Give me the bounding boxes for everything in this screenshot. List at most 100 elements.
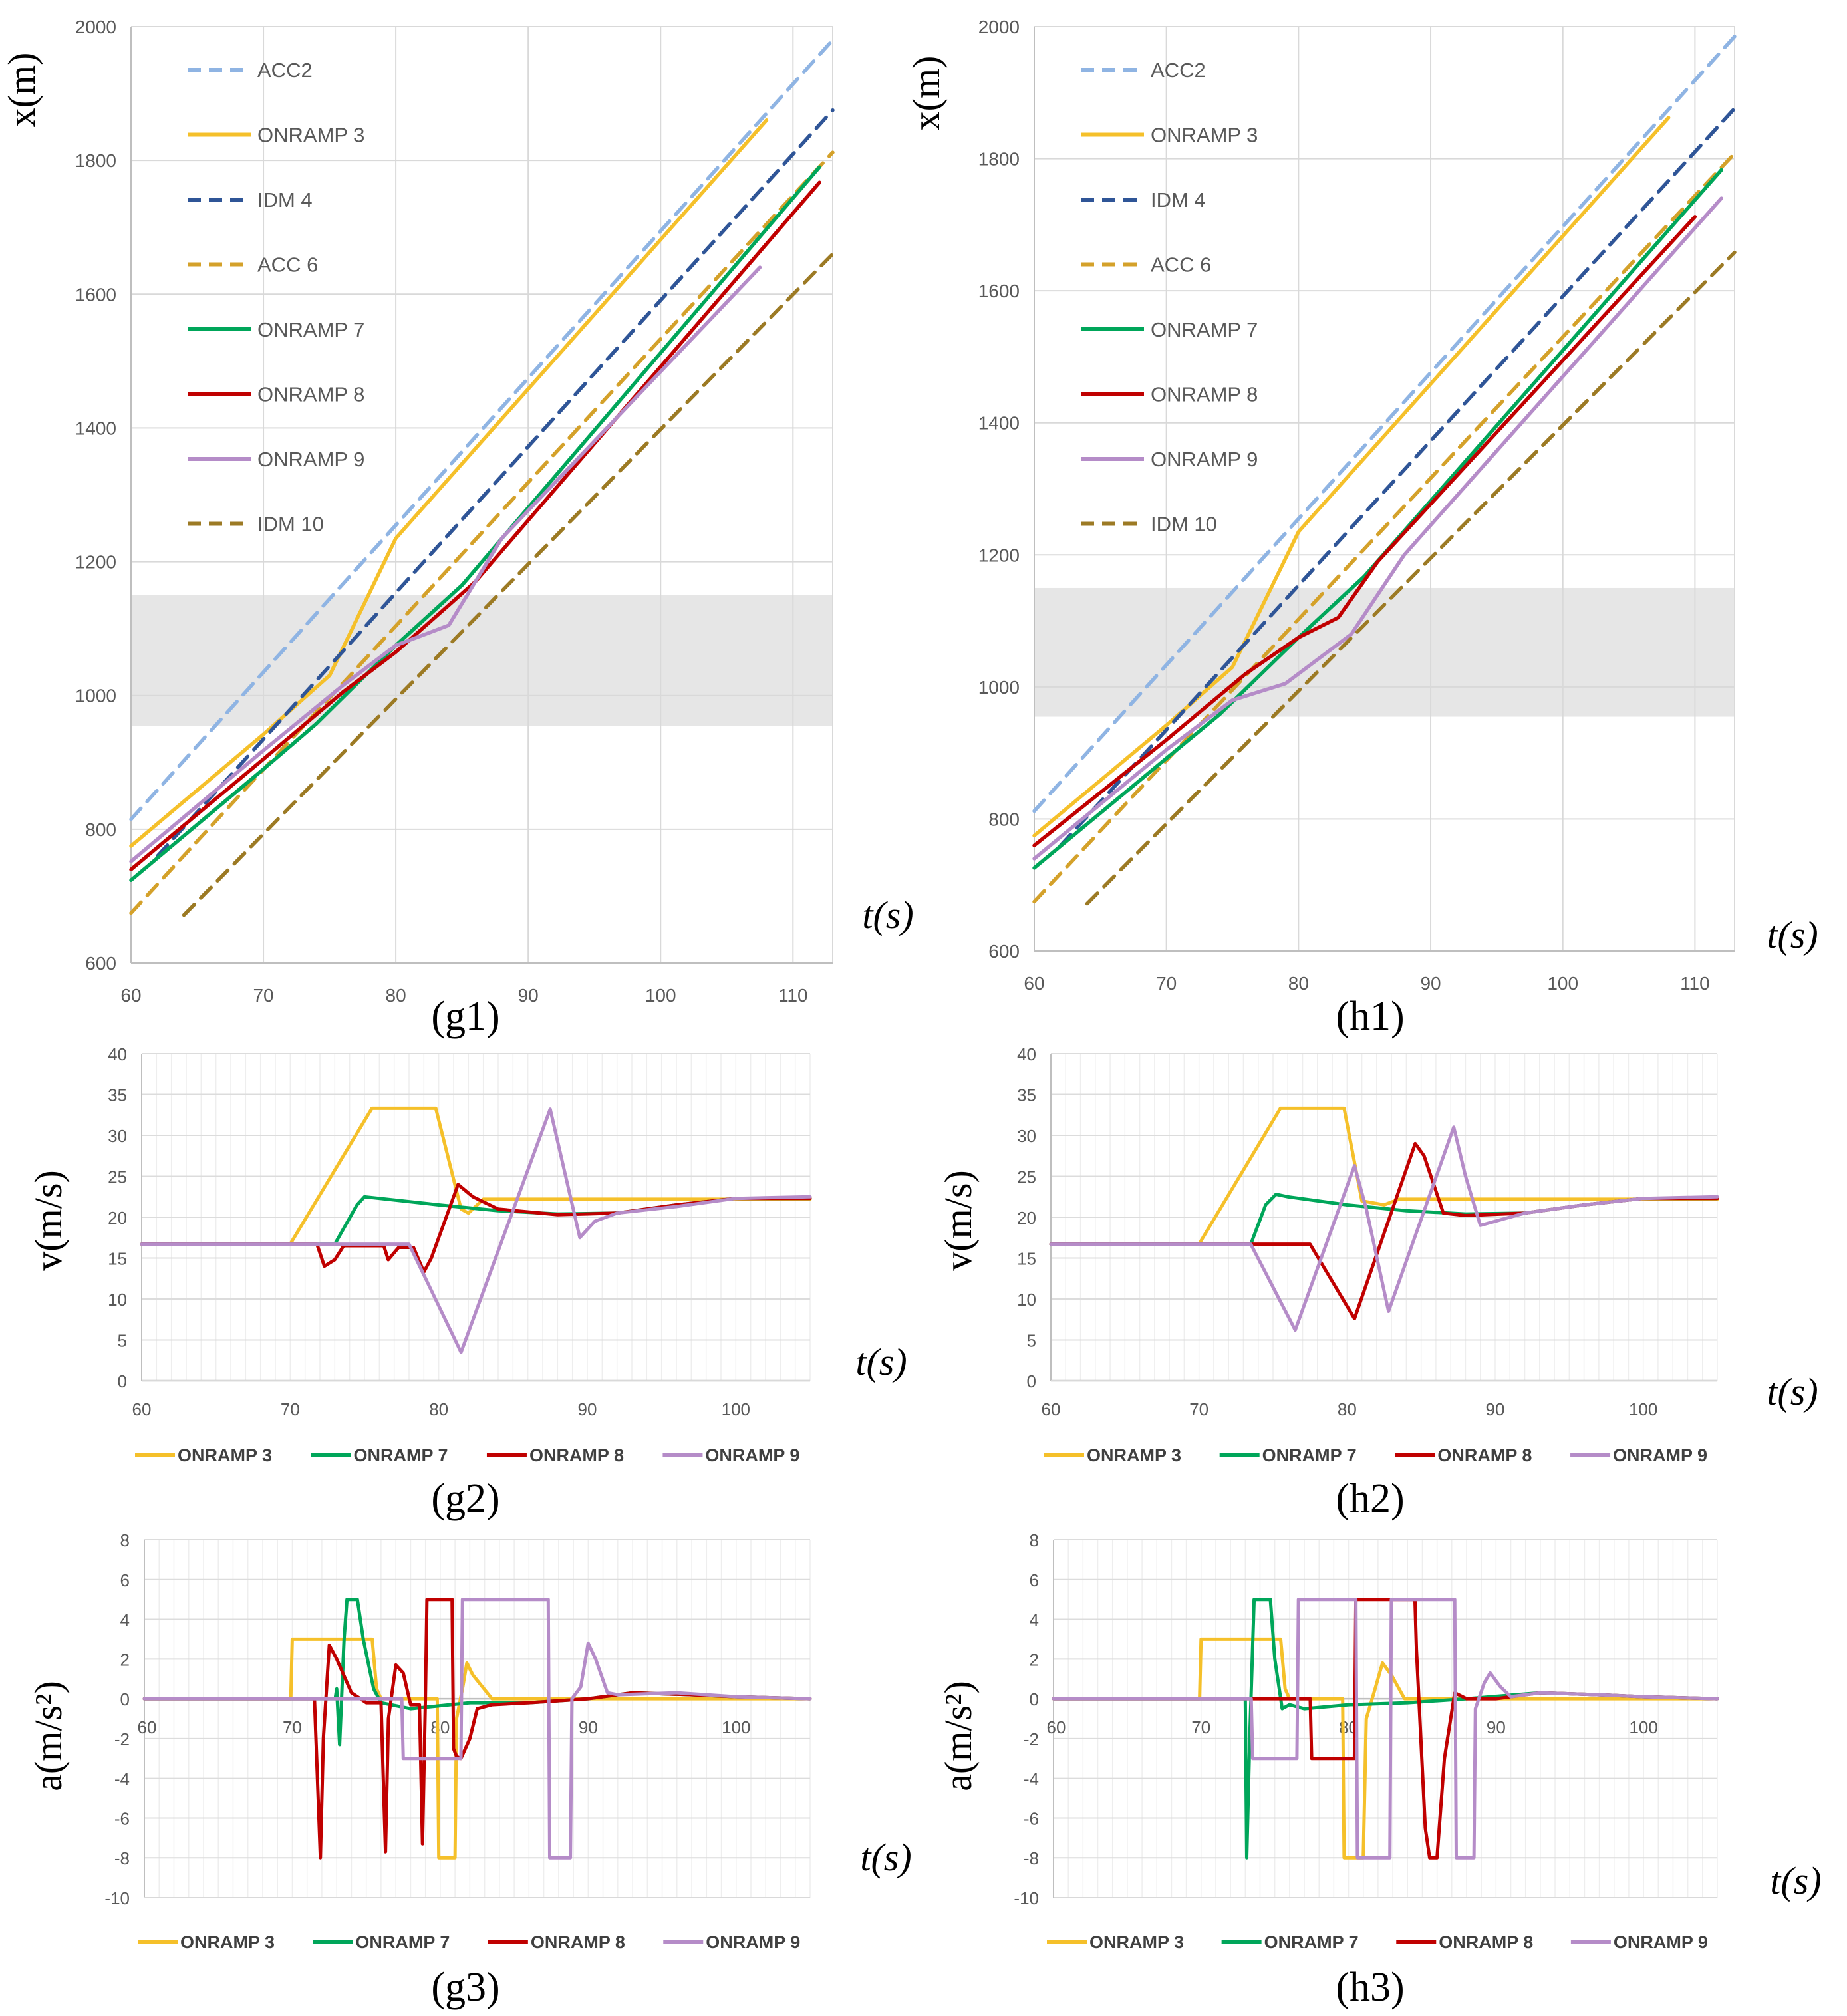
- series-line-onramp-9: [140, 1107, 812, 1354]
- y-tick-label: 600: [85, 953, 116, 974]
- legend-label-idm-10: IDM 10: [1151, 513, 1217, 536]
- legend-label-onramp-9: ONRAMP 9: [705, 1445, 799, 1465]
- panel-label: (h1): [1336, 994, 1404, 1039]
- legend-label-onramp-9: ONRAMP 9: [257, 448, 364, 471]
- y-tick-label: -6: [114, 1808, 130, 1828]
- x-tick-label: 60: [138, 1717, 157, 1737]
- x-axis-title: t(s): [1767, 1370, 1818, 1413]
- y-tick-label: 35: [108, 1085, 127, 1105]
- legend-label-onramp-8: ONRAMP 8: [529, 1445, 624, 1465]
- x-tick-label: 60: [1042, 1399, 1061, 1419]
- x-tick-label: 100: [722, 1399, 750, 1419]
- legend-label-onramp-7: ONRAMP 7: [1151, 318, 1258, 341]
- series-line-onramp-9: [129, 265, 762, 863]
- legend-label-onramp-8: ONRAMP 8: [1151, 383, 1258, 406]
- x-tick-label: 60: [132, 1399, 152, 1419]
- y-tick-label: -4: [114, 1769, 130, 1789]
- series-line-onramp-9: [142, 1598, 812, 1860]
- legend-label-onramp-8: ONRAMP 8: [531, 1932, 625, 1952]
- y-tick-label: -8: [114, 1848, 130, 1868]
- y-tick-label: 20: [1017, 1208, 1036, 1228]
- legend-label-onramp-7: ONRAMP 7: [1264, 1932, 1359, 1952]
- panel-label: (h3): [1336, 1965, 1404, 2010]
- plot-area: [1054, 1540, 1717, 1898]
- y-tick-label: 600: [988, 941, 1020, 962]
- series-line-onramp-9: [1032, 196, 1723, 861]
- y-axis-title: v(m/s): [936, 1170, 980, 1270]
- y-tick-label: 1800: [978, 149, 1020, 170]
- y-tick-label: -4: [1024, 1769, 1039, 1789]
- y-tick-label: 25: [108, 1167, 127, 1187]
- series-line-onramp-9: [1052, 1598, 1719, 1860]
- y-axis-title: a(m/s²): [27, 1681, 70, 1791]
- y-tick-label: 30: [108, 1126, 127, 1146]
- y-tick-label: -8: [1024, 1848, 1039, 1868]
- series-line-idm-10: [182, 252, 835, 917]
- series-line-acc2: [129, 38, 835, 821]
- legend-label-acc-6: ACC 6: [1151, 253, 1211, 277]
- x-tick-label: 70: [283, 1717, 302, 1737]
- legend-label-onramp-3: ONRAMP 3: [1089, 1932, 1184, 1952]
- y-tick-label: 800: [988, 809, 1020, 829]
- x-tick-label: 90: [578, 1399, 597, 1419]
- y-tick-label: -10: [1014, 1888, 1039, 1908]
- y-tick-label: 20: [108, 1208, 127, 1228]
- merge-zone-band: [131, 595, 833, 726]
- y-tick-label: 1200: [75, 552, 116, 573]
- panel-label: (g1): [431, 994, 499, 1039]
- x-tick-label: 100: [1547, 973, 1578, 994]
- legend-label-onramp-7: ONRAMP 7: [355, 1932, 450, 1952]
- legend-label-acc2: ACC2: [257, 59, 313, 82]
- series-line-onramp-8: [1032, 215, 1697, 847]
- y-tick-label: 2000: [978, 17, 1020, 37]
- x-tick-label: 80: [386, 985, 406, 1006]
- x-axis-title: t(s): [860, 1836, 911, 1879]
- y-tick-label: 1000: [75, 686, 116, 706]
- y-tick-label: 25: [1017, 1167, 1036, 1187]
- gridlines: [130, 26, 833, 964]
- panel-label: (h2): [1336, 1476, 1404, 1521]
- legend-label-onramp-8: ONRAMP 8: [1439, 1932, 1533, 1952]
- panel-label: (g2): [431, 1476, 499, 1521]
- y-tick-label: 0: [118, 1371, 127, 1391]
- y-tick-label: 6: [1030, 1570, 1039, 1590]
- y-axis-title: v(m/s): [27, 1170, 70, 1270]
- y-tick-label: 2: [120, 1650, 130, 1669]
- legend-label-onramp-7: ONRAMP 7: [257, 318, 364, 341]
- y-tick-label: 1200: [978, 545, 1020, 565]
- y-tick-label: 1600: [978, 281, 1020, 301]
- legend-label-idm-4: IDM 4: [257, 188, 313, 212]
- y-tick-label: 2: [1030, 1650, 1039, 1669]
- series-line-onramp-3: [1032, 116, 1671, 838]
- x-axis-title: t(s): [1770, 1859, 1821, 1902]
- y-tick-label: 10: [1017, 1290, 1036, 1310]
- x-tick-label: 70: [1189, 1399, 1208, 1419]
- y-tick-label: 4: [1030, 1610, 1039, 1630]
- y-tick-label: 30: [1017, 1126, 1036, 1146]
- x-tick-label: 90: [1487, 1717, 1506, 1737]
- x-tick-label: 80: [1288, 973, 1309, 994]
- chart-h2: 0 5 10 15 20 25 30 35 40 60 70 80 90 100 ONRAMP 3 ONRAM…: [936, 1044, 1818, 1521]
- y-tick-label: 1800: [75, 150, 116, 171]
- y-tick-label: -2: [1024, 1729, 1039, 1749]
- chart-g3: -10 -8 -6 -4 -2 0 2 4 6 8 60 70 80 90 100 ONRAMP 3 ONRAM…: [27, 1530, 912, 2010]
- legend-label-onramp-3: ONRAMP 3: [257, 124, 364, 147]
- y-tick-label: 0: [120, 1689, 130, 1709]
- y-axis-title: x(m): [0, 53, 43, 128]
- chart-g2: 0 5 10 15 20 25 30 35 40 60 70 80 90 100 ONRAMP 3 ONRAM…: [27, 1044, 907, 1521]
- series-line-onramp-3: [142, 1637, 812, 1860]
- series-line-acc-6: [129, 150, 835, 915]
- x-tick-label: 90: [1486, 1399, 1505, 1419]
- y-axis-title: x(m): [905, 56, 948, 131]
- chart-g1: 600 800 1000 1200 1400 1600 1800 2000 60 70 80 90 10…: [0, 17, 914, 1039]
- legend-label-onramp-9: ONRAMP 9: [1613, 1445, 1707, 1465]
- legend-label-idm-4: IDM 4: [1151, 188, 1206, 212]
- y-tick-label: 0: [1030, 1689, 1039, 1709]
- series-line-onramp-8: [140, 1183, 812, 1274]
- x-tick-label: 60: [1024, 973, 1044, 994]
- y-tick-label: 8: [120, 1530, 130, 1550]
- series-line-onramp-8: [129, 180, 821, 871]
- x-tick-label: 100: [1629, 1399, 1657, 1419]
